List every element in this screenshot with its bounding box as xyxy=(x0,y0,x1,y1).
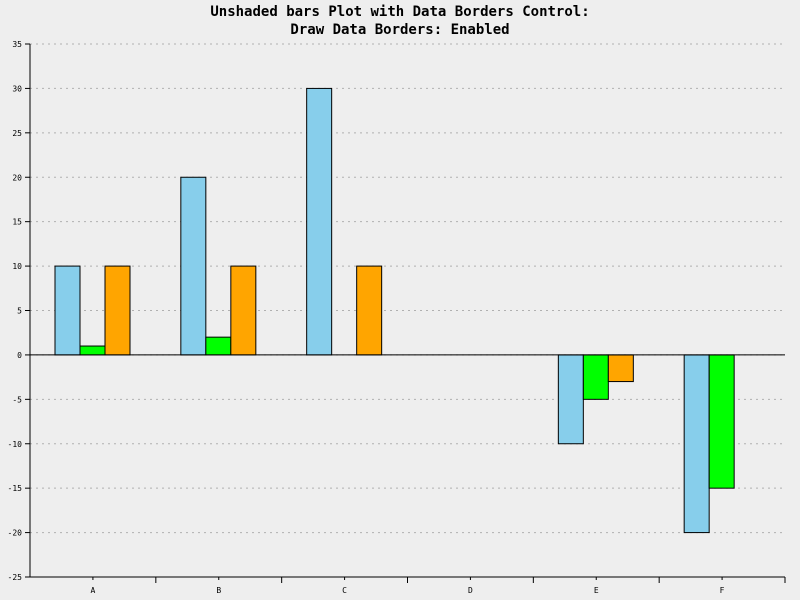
bar-C-series-1 xyxy=(306,87,333,356)
x-tick-label: E xyxy=(594,586,599,595)
y-tick-label: 35 xyxy=(12,40,22,49)
y-tick-label: 20 xyxy=(12,173,22,182)
bar-A-series-3 xyxy=(104,265,131,356)
x-tick-label: C xyxy=(342,586,347,595)
y-tick-label: 30 xyxy=(12,84,22,93)
y-tick-label: 0 xyxy=(17,351,22,360)
x-tick-label: A xyxy=(91,586,96,595)
bar-C-series-3 xyxy=(356,265,383,356)
bar-A-series-2 xyxy=(79,345,106,356)
x-tick-label: F xyxy=(720,586,725,595)
y-tick-label: -5 xyxy=(12,395,22,404)
bar-B-series-1 xyxy=(180,176,207,356)
y-tick-label: 5 xyxy=(17,307,22,316)
chart-title: Unshaded bars Plot with Data Borders Con… xyxy=(210,4,590,20)
bar-E-series-2 xyxy=(582,354,609,400)
y-tick-label: 15 xyxy=(12,218,22,227)
y-tick-label: -20 xyxy=(8,529,23,538)
x-tick-label: B xyxy=(216,586,221,595)
bar-A-series-1 xyxy=(54,265,81,356)
x-tick-label: D xyxy=(468,586,473,595)
bar-F-series-2 xyxy=(708,354,735,489)
bar-B-series-3 xyxy=(230,265,257,356)
y-tick-label: -25 xyxy=(8,573,23,582)
y-tick-label: 25 xyxy=(12,129,22,138)
y-tick-label: -15 xyxy=(8,484,23,493)
bar-F-series-1 xyxy=(683,354,710,534)
y-tick-label: -10 xyxy=(8,440,23,449)
bar-E-series-3 xyxy=(607,354,634,383)
chart-subtitle: Draw Data Borders: Enabled xyxy=(290,22,510,38)
bar-E-series-1 xyxy=(557,354,584,445)
y-tick-label: 10 xyxy=(12,262,22,271)
bar-B-series-2 xyxy=(205,336,232,356)
